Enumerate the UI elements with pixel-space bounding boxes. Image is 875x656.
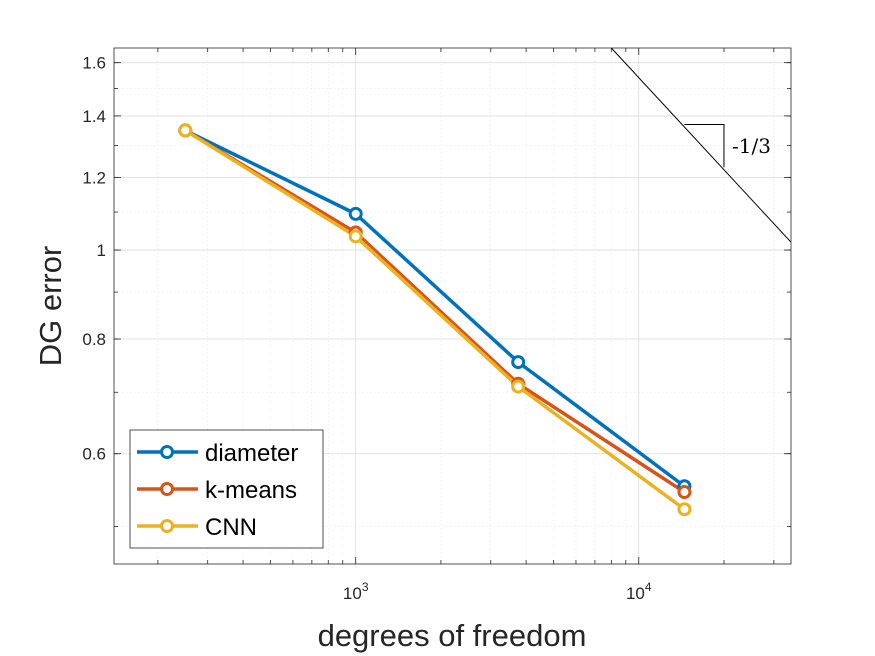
data-point-CNN [348, 229, 363, 244]
data-point-CNN [677, 502, 692, 517]
y-tick-label: 1.6 [82, 54, 106, 73]
series-line-CNN [184, 128, 686, 511]
y-tick-label: 1 [97, 241, 106, 260]
legend-marker-k-means [160, 482, 174, 496]
x-tick-label: 103 [343, 580, 369, 603]
legend-label-CNN: CNN [205, 514, 257, 541]
tick-marks [114, 48, 791, 564]
slope-label: -1/3 [732, 134, 771, 158]
y-tick-label: 0.8 [82, 330, 106, 349]
reference-line [610, 47, 792, 243]
x-tick-labels: 103 104 [343, 580, 652, 603]
y-tick-labels: 0.6 0.8 1 1.2 1.4 1.6 [82, 54, 106, 464]
data-point-k-means [677, 485, 692, 500]
data-point-CNN [511, 379, 526, 394]
series-layer [178, 123, 692, 517]
data-point-CNN [178, 123, 193, 138]
legend-marker-diameter [160, 445, 174, 459]
y-axis-title: DG error [33, 246, 68, 367]
data-point-diameter [511, 355, 526, 370]
x-axis-title: degrees of freedom [318, 618, 587, 653]
x-tick-label: 104 [626, 580, 652, 603]
y-tick-label: 1.4 [82, 107, 106, 126]
plot-frame [113, 47, 792, 565]
legend-marker-CNN [160, 519, 174, 533]
y-tick-label: 1.2 [82, 168, 106, 187]
data-point-diameter [348, 206, 363, 221]
reference-slope: -1/3 [610, 47, 792, 243]
slope-triangle [684, 124, 725, 168]
series-line-diameter [184, 128, 686, 488]
legend-label-k-means: k-means [205, 477, 297, 504]
legend: diameter k-means CNN [129, 429, 324, 549]
y-tick-label: 0.6 [82, 445, 106, 464]
legend-label-diameter: diameter [205, 440, 298, 467]
